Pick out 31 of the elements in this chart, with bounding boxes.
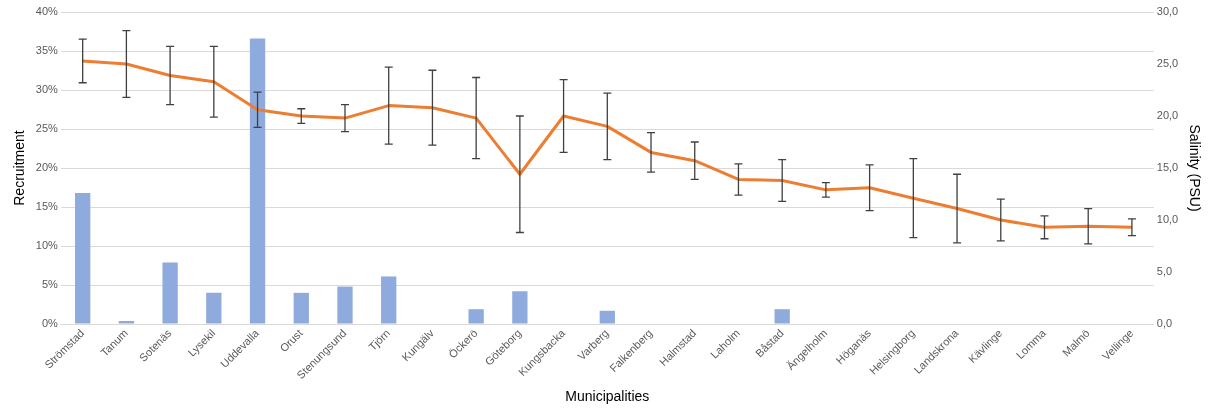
- y2-tick-label: 0,0: [1156, 317, 1173, 330]
- y-tick-label: 5%: [41, 278, 59, 291]
- y2-tick-label: 15,0: [1156, 161, 1179, 174]
- bar: [118, 320, 135, 324]
- y2-axis-title: Salinity (PSU): [1186, 124, 1203, 212]
- y-tick-label: 30%: [35, 83, 59, 96]
- y2-tick-label: 10,0: [1156, 213, 1179, 226]
- bar: [468, 309, 484, 324]
- bar: [206, 292, 222, 324]
- y-tick-label: 25%: [35, 122, 59, 135]
- y-tick-label: 40%: [35, 5, 59, 18]
- bar: [293, 292, 309, 324]
- bar: [774, 309, 790, 324]
- bar: [75, 192, 91, 324]
- x-axis-title: Municipalities: [565, 388, 650, 405]
- bar: [337, 286, 353, 324]
- y2-tick-label: 20,0: [1156, 109, 1179, 122]
- y2-tick-label: 30,0: [1156, 5, 1179, 18]
- y-tick-label: 10%: [35, 239, 59, 252]
- bar: [162, 262, 178, 324]
- bar: [599, 310, 615, 324]
- bar: [512, 291, 528, 324]
- bar: [381, 276, 397, 324]
- y2-tick-label: 25,0: [1156, 57, 1179, 70]
- y-tick-label: 15%: [35, 200, 59, 213]
- y-tick-label: 35%: [35, 44, 59, 57]
- y-axis-title: Recruitment: [11, 130, 28, 206]
- y-tick-label: 20%: [35, 161, 59, 174]
- y2-tick-label: 5,0: [1156, 265, 1173, 278]
- y-tick-label: 0%: [41, 317, 59, 330]
- bar: [249, 38, 266, 324]
